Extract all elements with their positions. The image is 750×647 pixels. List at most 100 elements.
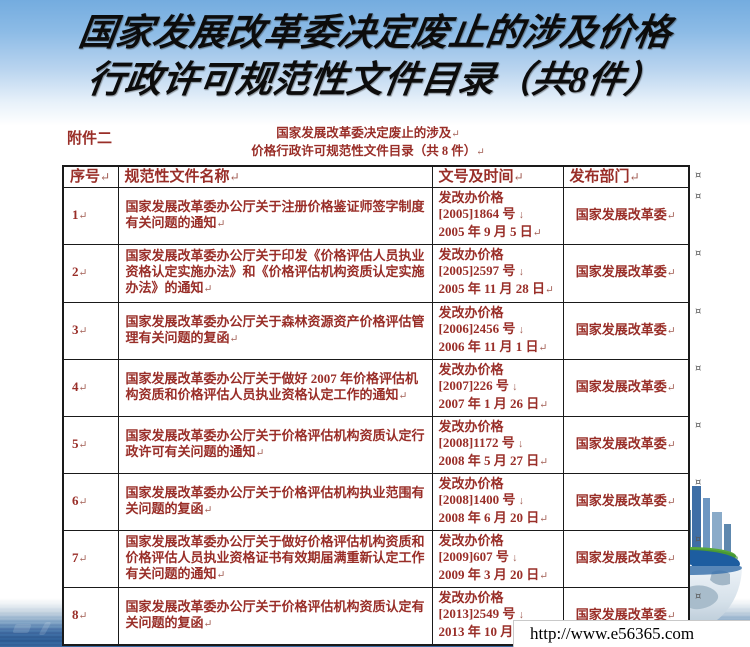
- row-number-cell: 3↵: [62, 301, 119, 360]
- row-end-mark-icon: ¤: [695, 477, 702, 488]
- document-number-cell: 发改办价格 [2007]226 号 ↓ 2007 年 1 月 26 日↵: [431, 358, 564, 417]
- document-name-cell: 国家发展改革委办公厅关于价格评估机构资质认定行政许可有关问题的通知↵: [117, 415, 433, 474]
- paragraph-mark-icon: ↵: [666, 382, 676, 394]
- department-cell: 国家发展改革委↵: [562, 358, 690, 417]
- table-row: 7↵ 国家发展改革委办公厅关于做好价格评估机构资质和价格评估人员执业资格证书有效…: [62, 529, 690, 588]
- column-header: 序号↵: [62, 165, 119, 188]
- document-name-cell: 国家发展改革委办公厅关于森林资源资产价格评估管理有关问题的复函↵: [117, 301, 433, 360]
- paragraph-mark-icon: ↵: [629, 169, 640, 184]
- paragraph-mark-icon: ↵: [666, 210, 676, 222]
- document-name-cell: 国家发展改革委办公厅关于价格评估机构资质认定有关问题的复函↵: [117, 586, 433, 645]
- paragraph-mark-icon: ↵: [229, 333, 239, 345]
- paragraph-mark-icon: ↓: [512, 552, 518, 564]
- source-url-box: http://www.e56365.com: [513, 620, 750, 647]
- page-title-line2: 行政许可规范性文件目录（共8件）: [85, 60, 665, 101]
- page-title: 国家发展改革委决定废止的涉及价格 行政许可规范性文件目录（共8件）: [0, 10, 750, 104]
- paragraph-mark-icon: ↵: [398, 390, 408, 402]
- paragraph-mark-icon: ↵: [539, 513, 549, 525]
- page-title-line1: 国家发展改革委决定废止的涉及价格: [76, 13, 674, 54]
- paragraph-mark-icon: ↓: [518, 267, 524, 278]
- paragraph-mark-icon: ↵: [78, 268, 88, 279]
- paragraph-mark-icon: ↵: [78, 496, 88, 508]
- table-row: 6↵ 国家发展改革委办公厅关于价格评估机构执业范围有关问题的复函↵ 发改办价格[…: [62, 472, 690, 531]
- paragraph-mark-icon: ↵: [538, 342, 548, 354]
- paragraph-mark-icon: ↵: [78, 325, 88, 337]
- document-name-cell: 国家发展改革委办公厅关于做好价格评估机构资质和价格评估人员执业资格证书有效期届满…: [117, 529, 433, 588]
- table-row: 3↵ 国家发展改革委办公厅关于森林资源资产价格评估管理有关问题的复函↵ 发改办价…: [62, 301, 690, 360]
- paragraph-mark-icon: ↓: [518, 209, 524, 221]
- row-number-cell: 5↵: [62, 415, 119, 474]
- row-number-cell: 1↵: [62, 186, 119, 245]
- paragraph-mark-icon: ↓: [518, 495, 524, 507]
- paragraph-mark-icon: ↵: [513, 169, 524, 184]
- table-row: 5↵ 国家发展改革委办公厅关于价格评估机构资质认定行政许可有关问题的通知↵ 发改…: [62, 415, 690, 474]
- table-row: 2↵ 国家发展改革委办公厅关于印发《价格评估人员执业资格认定实施办法》和《价格评…: [62, 243, 690, 303]
- department-cell: 国家发展改革委↵: [562, 415, 690, 474]
- paragraph-mark-icon: ↵: [229, 169, 240, 184]
- paragraph-mark-icon: ↓: [518, 609, 524, 621]
- row-number-cell: 4↵: [62, 358, 119, 417]
- paragraph-mark-icon: ↵: [78, 382, 88, 394]
- paragraph-mark-icon: ↵: [666, 496, 676, 508]
- paragraph-mark-icon: ↵: [100, 169, 111, 184]
- paragraph-mark-icon: ↓: [517, 438, 524, 450]
- row-end-mark-icon: ¤: [695, 248, 702, 259]
- table-row: 4↵ 国家发展改革委办公厅关于做好 2007 年价格评估机构资质和价格评估人员执…: [62, 358, 690, 417]
- document-number-cell: 发改办价格 [2009]607 号 ↓ 2009 年 3 月 20 日↵: [431, 529, 564, 588]
- building: [703, 498, 710, 556]
- paragraph-mark-icon: ↵: [666, 325, 676, 337]
- paragraph-mark-icon: ↵: [203, 504, 213, 516]
- column-header: 规范性文件名称↵: [117, 165, 433, 188]
- document-number-cell: 发改办价格 [2008]1172 号 ↓ 2008 年 5 月 27 日↵: [431, 415, 564, 474]
- paragraph-mark-icon: ↵: [255, 447, 265, 459]
- paragraph-mark-icon: ↵: [216, 569, 226, 581]
- column-header: 文号及时间↵: [431, 165, 564, 188]
- paragraph-mark-icon: ↵: [666, 268, 676, 279]
- document-number-cell: 发改办价格 [2005]1864 号 ↓ 2005 年 9 月 5 日↵: [431, 186, 564, 245]
- department-cell: 国家发展改革委↵: [562, 529, 690, 588]
- document-number-cell: 发改办价格 [2008]1400 号 ↓ 2008 年 6 月 20 日↵: [431, 472, 564, 531]
- document-number-cell: 发改办价格 [2005]2597 号 ↓ 2005 年 11 月 28 日↵: [431, 243, 564, 303]
- paragraph-mark-icon: ↵: [476, 147, 485, 158]
- row-number-cell: 8↵: [62, 586, 119, 645]
- paragraph-mark-icon: ↵: [666, 439, 676, 451]
- table-row: 1↵ 国家发展改革委办公厅关于注册价格鉴证师签字制度有关问题的通知↵ 发改办价格…: [62, 186, 690, 245]
- column-header: 发布部门↵: [562, 165, 690, 188]
- row-number-cell: 7↵: [62, 529, 119, 588]
- paragraph-mark-icon: ↵: [539, 456, 549, 468]
- document-name-cell: 国家发展改革委办公厅关于注册价格鉴证师签字制度有关问题的通知↵: [117, 186, 433, 245]
- table-header: 序号↵ 规范性文件名称↵ 文号及时间↵ 发布部门↵: [62, 165, 690, 188]
- paragraph-mark-icon: ↵: [78, 439, 88, 451]
- paragraph-mark-icon: ↵: [532, 227, 542, 239]
- paragraph-mark-icon: ↵: [203, 618, 213, 630]
- table-caption-line1: 国家发展改革委决定废止的涉及: [276, 126, 452, 140]
- document-name-cell: 国家发展改革委办公厅关于做好 2007 年价格评估机构资质和价格评估人员执业资格…: [117, 358, 433, 417]
- building: [712, 512, 722, 556]
- sky-gradient-background: [0, 0, 750, 126]
- source-url: http://www.e56365.com: [530, 624, 695, 643]
- document-name-cell: 国家发展改革委办公厅关于印发《价格评估人员执业资格认定实施办法》和《价格评估机构…: [117, 243, 433, 303]
- department-cell: 国家发展改革委↵: [562, 472, 690, 531]
- paragraph-mark-icon: ↵: [203, 284, 213, 295]
- paragraph-mark-icon: ↵: [666, 610, 676, 622]
- paragraph-mark-icon: ↵: [539, 570, 549, 582]
- row-number-cell: 2↵: [62, 243, 119, 303]
- paragraph-mark-icon: ↓: [512, 381, 518, 393]
- paragraph-mark-icon: ↵: [666, 553, 676, 565]
- paragraph-mark-icon: ↵: [78, 553, 88, 565]
- paragraph-mark-icon: ↵: [78, 610, 88, 622]
- paragraph-mark-icon: ↵: [216, 218, 226, 230]
- table-caption: 国家发展改革委决定废止的涉及↵ 价格行政许可规范性文件目录（共 8 件）↵: [0, 125, 736, 161]
- department-cell: 国家发展改革委↵: [562, 186, 690, 245]
- row-end-mark-icon: ¤: [695, 591, 702, 602]
- paragraph-mark-icon: ↓: [518, 324, 524, 336]
- building: [692, 486, 701, 556]
- row-end-mark-icon: ¤: [695, 306, 702, 317]
- paragraph-mark-icon: ↵: [545, 285, 554, 296]
- department-cell: 国家发展改革委↵: [562, 301, 690, 360]
- row-end-mark-icon: ¤: [695, 534, 702, 545]
- row-end-mark-icon: ¤: [695, 191, 702, 202]
- paragraph-mark-icon: ↵: [539, 399, 549, 411]
- document-name-cell: 国家发展改革委办公厅关于价格评估机构执业范围有关问题的复函↵: [117, 472, 433, 531]
